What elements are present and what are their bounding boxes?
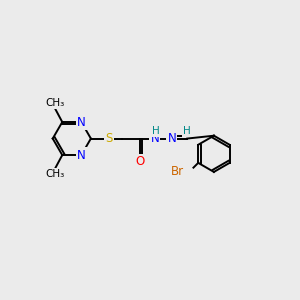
- Text: CH₃: CH₃: [45, 98, 64, 108]
- Text: Br: Br: [171, 165, 184, 178]
- Text: N: N: [168, 132, 176, 145]
- Text: N: N: [77, 116, 86, 128]
- Text: N: N: [77, 148, 86, 162]
- Text: O: O: [135, 155, 144, 168]
- Text: S: S: [105, 132, 113, 145]
- Text: H: H: [183, 126, 191, 136]
- Text: H: H: [152, 126, 160, 136]
- Text: CH₃: CH₃: [45, 169, 64, 179]
- Text: N: N: [150, 132, 159, 145]
